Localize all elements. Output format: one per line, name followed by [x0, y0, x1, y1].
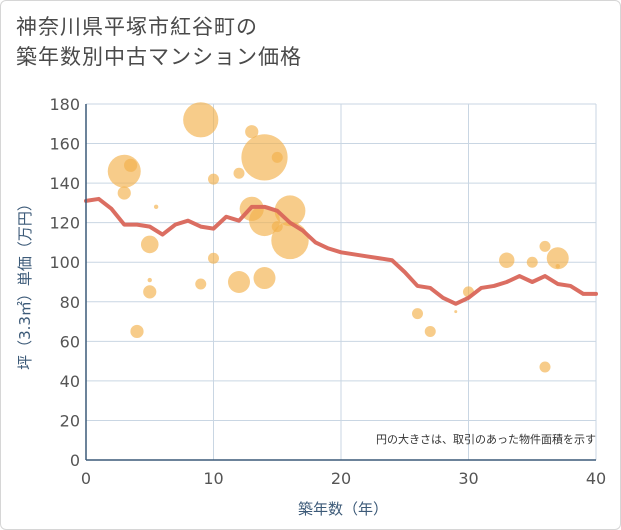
bubble-point: [424, 325, 436, 337]
trend-line-group: [84, 196, 598, 306]
y-tick-label-100: 100: [49, 253, 80, 272]
bubble-point: [546, 247, 569, 270]
grid: [85, 103, 597, 461]
y-tick-label-20: 20: [60, 411, 80, 430]
bubble-point: [208, 252, 219, 264]
y-axis-label: 坪（3.3㎡）単価（万円）: [16, 196, 34, 370]
x-axis-label: 築年数（年）: [298, 500, 388, 518]
bubble-point: [153, 204, 159, 210]
y-tick-label-60: 60: [60, 332, 80, 351]
bubble-point: [233, 167, 245, 179]
bubble-point: [539, 240, 551, 252]
bubble-size-note: 円の大きさは、取引のあった物件面積を示す: [376, 432, 596, 446]
y-tick-label-160: 160: [49, 135, 80, 154]
trend-line: [84, 196, 598, 306]
y-tick-label-0: 0: [70, 451, 80, 470]
y-tick-label-40: 40: [60, 372, 80, 391]
bubble-point: [555, 263, 560, 269]
bubble-point: [539, 361, 551, 373]
chart-title-line1: 神奈川県平塚市紅谷町の: [16, 15, 258, 39]
bubble-point: [454, 310, 458, 314]
bubble-point: [195, 278, 207, 290]
bubble-point: [245, 125, 259, 139]
bubble-point: [117, 186, 131, 200]
x-tick-label-40: 40: [586, 469, 606, 488]
bubble-point: [208, 173, 219, 185]
bubble-point: [253, 267, 276, 290]
x-tick-label-0: 0: [81, 469, 91, 488]
y-tick-label-120: 120: [49, 214, 80, 233]
y-tick-label-180: 180: [49, 95, 80, 114]
bubble-point: [412, 308, 423, 320]
chart-title: 神奈川県平塚市紅谷町の 築年数別中古マンション価格: [16, 12, 302, 72]
axes: [85, 104, 596, 461]
bubbles: [107, 102, 569, 373]
bubble-point: [526, 256, 538, 268]
bubble-point: [271, 151, 283, 163]
bubble-point: [241, 134, 288, 181]
bubble-point: [107, 154, 141, 188]
bubble-point: [499, 252, 515, 268]
bubble-point: [130, 324, 144, 339]
y-tick-label-80: 80: [60, 293, 80, 312]
bubble-point: [274, 195, 306, 227]
x-tick-label-30: 30: [458, 469, 478, 488]
tick-labels: 0 20 40 60 80 100 120 140 160 180 0 10 20 30 40: [49, 95, 606, 488]
chart-title-line2: 築年数別中古マンション価格: [16, 45, 302, 69]
y-tick-label-140: 140: [49, 174, 80, 193]
bubble-point: [228, 271, 250, 293]
bubble-point: [271, 221, 309, 260]
bubble-point: [183, 102, 219, 138]
bubble-point: [147, 277, 152, 283]
bubble-point: [140, 235, 159, 254]
x-tick-label-20: 20: [331, 469, 351, 488]
bubble-point: [143, 285, 157, 299]
bubble-point: [124, 158, 138, 172]
x-tick-label-10: 10: [203, 469, 223, 488]
